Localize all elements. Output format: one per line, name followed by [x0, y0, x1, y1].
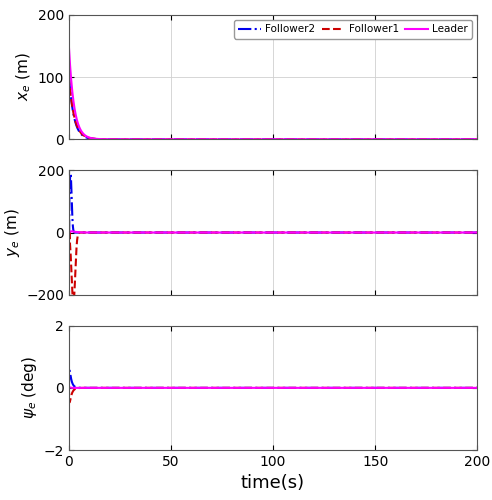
Line: Follower2: Follower2 [69, 370, 477, 388]
Follower1 [402, 385, 408, 391]
Leader [70, 385, 76, 391]
Follower1 [66, 385, 72, 391]
Follower1 [140, 136, 146, 142]
Follower1 [332, 230, 338, 235]
Follower2 [66, 72, 72, 78]
Leader [474, 385, 480, 391]
Leader [474, 230, 480, 235]
Follower1 [474, 385, 480, 391]
Follower1 [370, 136, 376, 142]
Follower1 [474, 136, 480, 142]
Follower1 [401, 136, 407, 142]
Follower1 [332, 385, 338, 391]
Follower1 [66, 230, 72, 235]
Follower2 [311, 385, 317, 391]
Follower2 [474, 230, 480, 235]
Follower1 [402, 230, 408, 235]
Follower1 [311, 230, 317, 235]
Follower2 [222, 230, 228, 235]
Leader [311, 385, 317, 391]
Follower2 [66, 385, 72, 391]
Leader [332, 385, 338, 391]
Leader [222, 230, 228, 235]
Leader [311, 230, 317, 235]
Leader [140, 385, 146, 391]
Follower1 [474, 230, 480, 235]
Follower2 [370, 136, 376, 142]
X-axis label: time(s): time(s) [241, 474, 305, 492]
Leader [474, 136, 480, 142]
Follower1 [311, 385, 317, 391]
Line: Follower2: Follower2 [69, 76, 477, 140]
Leader [332, 230, 338, 235]
Follower2 [66, 230, 72, 235]
Leader [402, 385, 408, 391]
Follower2 [332, 230, 338, 235]
Leader [66, 230, 72, 235]
Follower2 [67, 170, 73, 176]
Follower2 [474, 385, 480, 391]
Y-axis label: $y_e$ (m): $y_e$ (m) [3, 208, 22, 257]
Line: Follower2: Follower2 [69, 174, 477, 233]
Leader [222, 136, 228, 142]
Follower2 [402, 385, 408, 391]
Leader [332, 136, 338, 142]
Leader [311, 136, 317, 142]
Leader [371, 385, 377, 391]
Follower1 [66, 400, 72, 406]
Follower1 [311, 136, 317, 142]
Legend: Follower2, Follower1, Leader: Follower2, Follower1, Leader [234, 20, 472, 38]
Follower2 [140, 385, 146, 391]
Leader [68, 228, 74, 234]
Follower1 [370, 385, 376, 391]
Leader [67, 384, 73, 390]
Follower2 [332, 385, 338, 391]
Follower1 [222, 230, 228, 235]
Follower2 [311, 136, 317, 142]
Follower2 [474, 136, 480, 142]
Follower2 [401, 136, 407, 142]
Follower1 [140, 230, 146, 235]
Follower2 [140, 230, 146, 235]
Follower1 [222, 385, 228, 391]
Y-axis label: $x_e$ (m): $x_e$ (m) [15, 53, 33, 102]
Line: Leader: Leader [69, 46, 477, 140]
Follower1 [140, 385, 146, 391]
Y-axis label: $\psi_e$ (deg): $\psi_e$ (deg) [21, 356, 39, 420]
Follower2 [66, 368, 72, 374]
Follower1 [222, 136, 228, 142]
Follower1 [332, 136, 338, 142]
Follower2 [311, 230, 317, 235]
Follower2 [140, 136, 146, 142]
Line: Follower1: Follower1 [69, 77, 477, 140]
Leader [370, 230, 376, 235]
Follower2 [222, 136, 228, 142]
Follower1 [70, 301, 76, 307]
Leader [140, 230, 146, 235]
Follower2 [370, 230, 376, 235]
Follower2 [402, 230, 408, 235]
Leader [370, 136, 376, 142]
Leader [66, 385, 72, 391]
Leader [402, 230, 408, 235]
Follower1 [66, 74, 72, 80]
Leader [66, 43, 72, 49]
Line: Follower1: Follower1 [69, 388, 477, 402]
Follower2 [222, 385, 228, 391]
Leader [222, 385, 228, 391]
Follower2 [370, 385, 376, 391]
Line: Follower1: Follower1 [69, 232, 477, 304]
Leader [401, 136, 407, 142]
Follower1 [370, 230, 376, 235]
Follower2 [332, 136, 338, 142]
Leader [140, 136, 146, 142]
